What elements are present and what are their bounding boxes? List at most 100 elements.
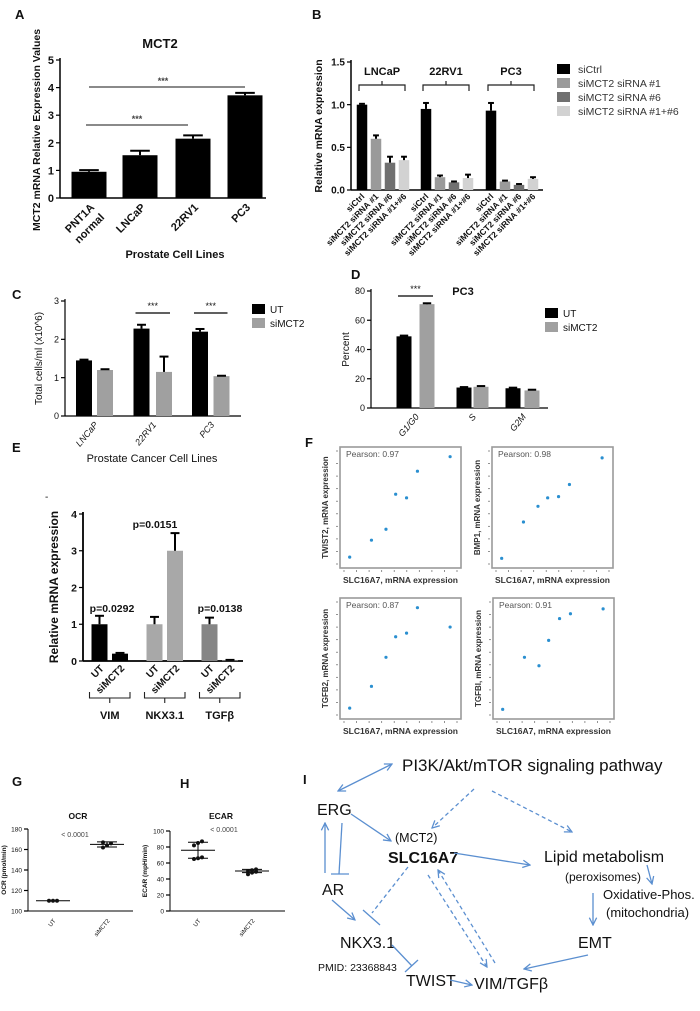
scatter-frame <box>491 446 614 569</box>
group-label: NKX3.1 <box>145 710 184 722</box>
p-value-label: p=0.0151 <box>133 519 178 531</box>
group-bracket <box>143 692 186 703</box>
bar <box>156 371 172 416</box>
y-axis-label: TGFBI, mRNA expression <box>474 610 483 707</box>
legend-label: siMCT2 <box>563 323 598 334</box>
y-tick-label: 1.0 <box>331 100 345 111</box>
node-ar: AR <box>322 882 344 899</box>
chart-title: MCT2 <box>142 36 177 51</box>
pearson-label: Pearson: 0.91 <box>499 600 552 610</box>
x-tick-label: PC3 <box>197 420 216 440</box>
arrow-twist-vim <box>449 980 472 985</box>
scatter-point <box>404 631 409 635</box>
bar <box>112 653 128 661</box>
data-point <box>196 856 200 861</box>
data-point <box>47 898 51 903</box>
bar <box>456 387 472 408</box>
node-erg: ERG <box>317 802 352 819</box>
x-tick-label: siMCT2 <box>94 918 112 938</box>
arrow-lipid-oxphos <box>647 864 652 884</box>
scatter-point <box>384 655 388 659</box>
y-axis-label: MCT2 mRNA Relative Expression Values <box>31 29 43 231</box>
y-tick-label: 2 <box>54 335 59 345</box>
y-tick-label: 20 <box>355 374 365 384</box>
y-axis-label: TWIST2, mRNA expression <box>321 456 330 559</box>
legend-label: siMCT2 siRNA #1 <box>578 78 661 90</box>
legend-swatch <box>252 318 265 328</box>
x-tick-label: siMCT2 <box>239 918 257 938</box>
y-tick-label: 0 <box>160 908 164 915</box>
y-tick-label: 4 <box>48 83 55 95</box>
bar <box>167 550 183 661</box>
group-bracket <box>358 81 406 91</box>
scatter-point <box>348 706 352 710</box>
legend-swatch <box>252 304 265 314</box>
inhibit-nkx-twist <box>391 944 413 967</box>
scatter-point <box>394 492 398 496</box>
bar <box>505 388 521 408</box>
p-value-label: < 0.0001 <box>210 827 238 834</box>
node-oxphos: Oxidative-Phos. <box>603 887 695 902</box>
legend-label: UT <box>563 309 576 320</box>
p-value-label: < 0.0001 <box>61 832 89 839</box>
x-axis-label: Prostate Cell Lines <box>125 249 224 261</box>
y-tick-label: 4 <box>71 509 77 521</box>
node-slc: SLC16A7 <box>388 850 458 867</box>
node-pmid: PMID: 23368843 <box>318 962 397 974</box>
scatter-point <box>415 606 420 610</box>
group-bracket <box>198 692 241 703</box>
data-point <box>105 843 109 848</box>
legend-label: siCtrl <box>578 64 602 76</box>
panel-label: I <box>303 772 307 787</box>
node-lipid: Lipid metabolism <box>544 849 664 866</box>
y-tick-label: 5 <box>48 55 54 67</box>
group-label: VIM <box>100 710 120 722</box>
chart-title: PC3 <box>452 286 473 298</box>
panel-label: E <box>12 440 21 455</box>
bar <box>434 177 446 190</box>
data-point <box>101 840 105 845</box>
data-point <box>246 872 250 877</box>
legend-swatch <box>545 308 558 318</box>
bar <box>356 104 368 190</box>
x-tick-label: 22RV1 <box>169 202 201 234</box>
bar <box>398 160 410 190</box>
scatter-point <box>394 635 398 639</box>
arrow-pi3k-lipid <box>491 790 572 832</box>
arrow-erg-slc <box>350 813 391 841</box>
node-mct2: (MCT2) <box>395 831 437 845</box>
scatter-point <box>522 655 527 659</box>
scatter-point <box>556 495 561 499</box>
bar <box>524 390 540 408</box>
chart-title: ECAR <box>209 811 233 821</box>
scatter-point <box>384 527 388 531</box>
pearson-label: Pearson: 0.98 <box>498 449 551 459</box>
y-tick-label: 2 <box>48 138 54 150</box>
bar <box>122 155 158 198</box>
x-tick-label: UT <box>193 918 203 928</box>
significance-stars: *** <box>205 301 216 311</box>
y-axis-label: Percent <box>341 332 352 367</box>
significance-stars: *** <box>132 114 143 124</box>
scatter-point <box>547 638 551 642</box>
x-tick-label: 22RV1 <box>132 420 158 448</box>
arrow-erg-pi3k <box>338 764 392 791</box>
data-point <box>192 843 196 848</box>
arrow-vim-slc <box>438 870 496 964</box>
data-point <box>200 839 204 844</box>
y-tick-label: 0 <box>54 411 59 421</box>
panel-label: F <box>305 435 313 450</box>
x-axis-label: SLC16A7, mRNA expression <box>496 726 611 736</box>
group-label: TGFβ <box>205 710 234 722</box>
scatter-point <box>536 504 540 508</box>
bar <box>201 624 218 661</box>
arrow-emt-vim <box>524 954 589 969</box>
y-tick-label: 3 <box>54 296 59 306</box>
legend-swatch <box>557 92 570 102</box>
group-label: 22RV1 <box>429 66 462 78</box>
scatter-point <box>348 555 352 559</box>
y-tick-label: 1 <box>54 373 59 383</box>
group-bracket <box>88 692 131 703</box>
scatter-point <box>568 612 573 616</box>
